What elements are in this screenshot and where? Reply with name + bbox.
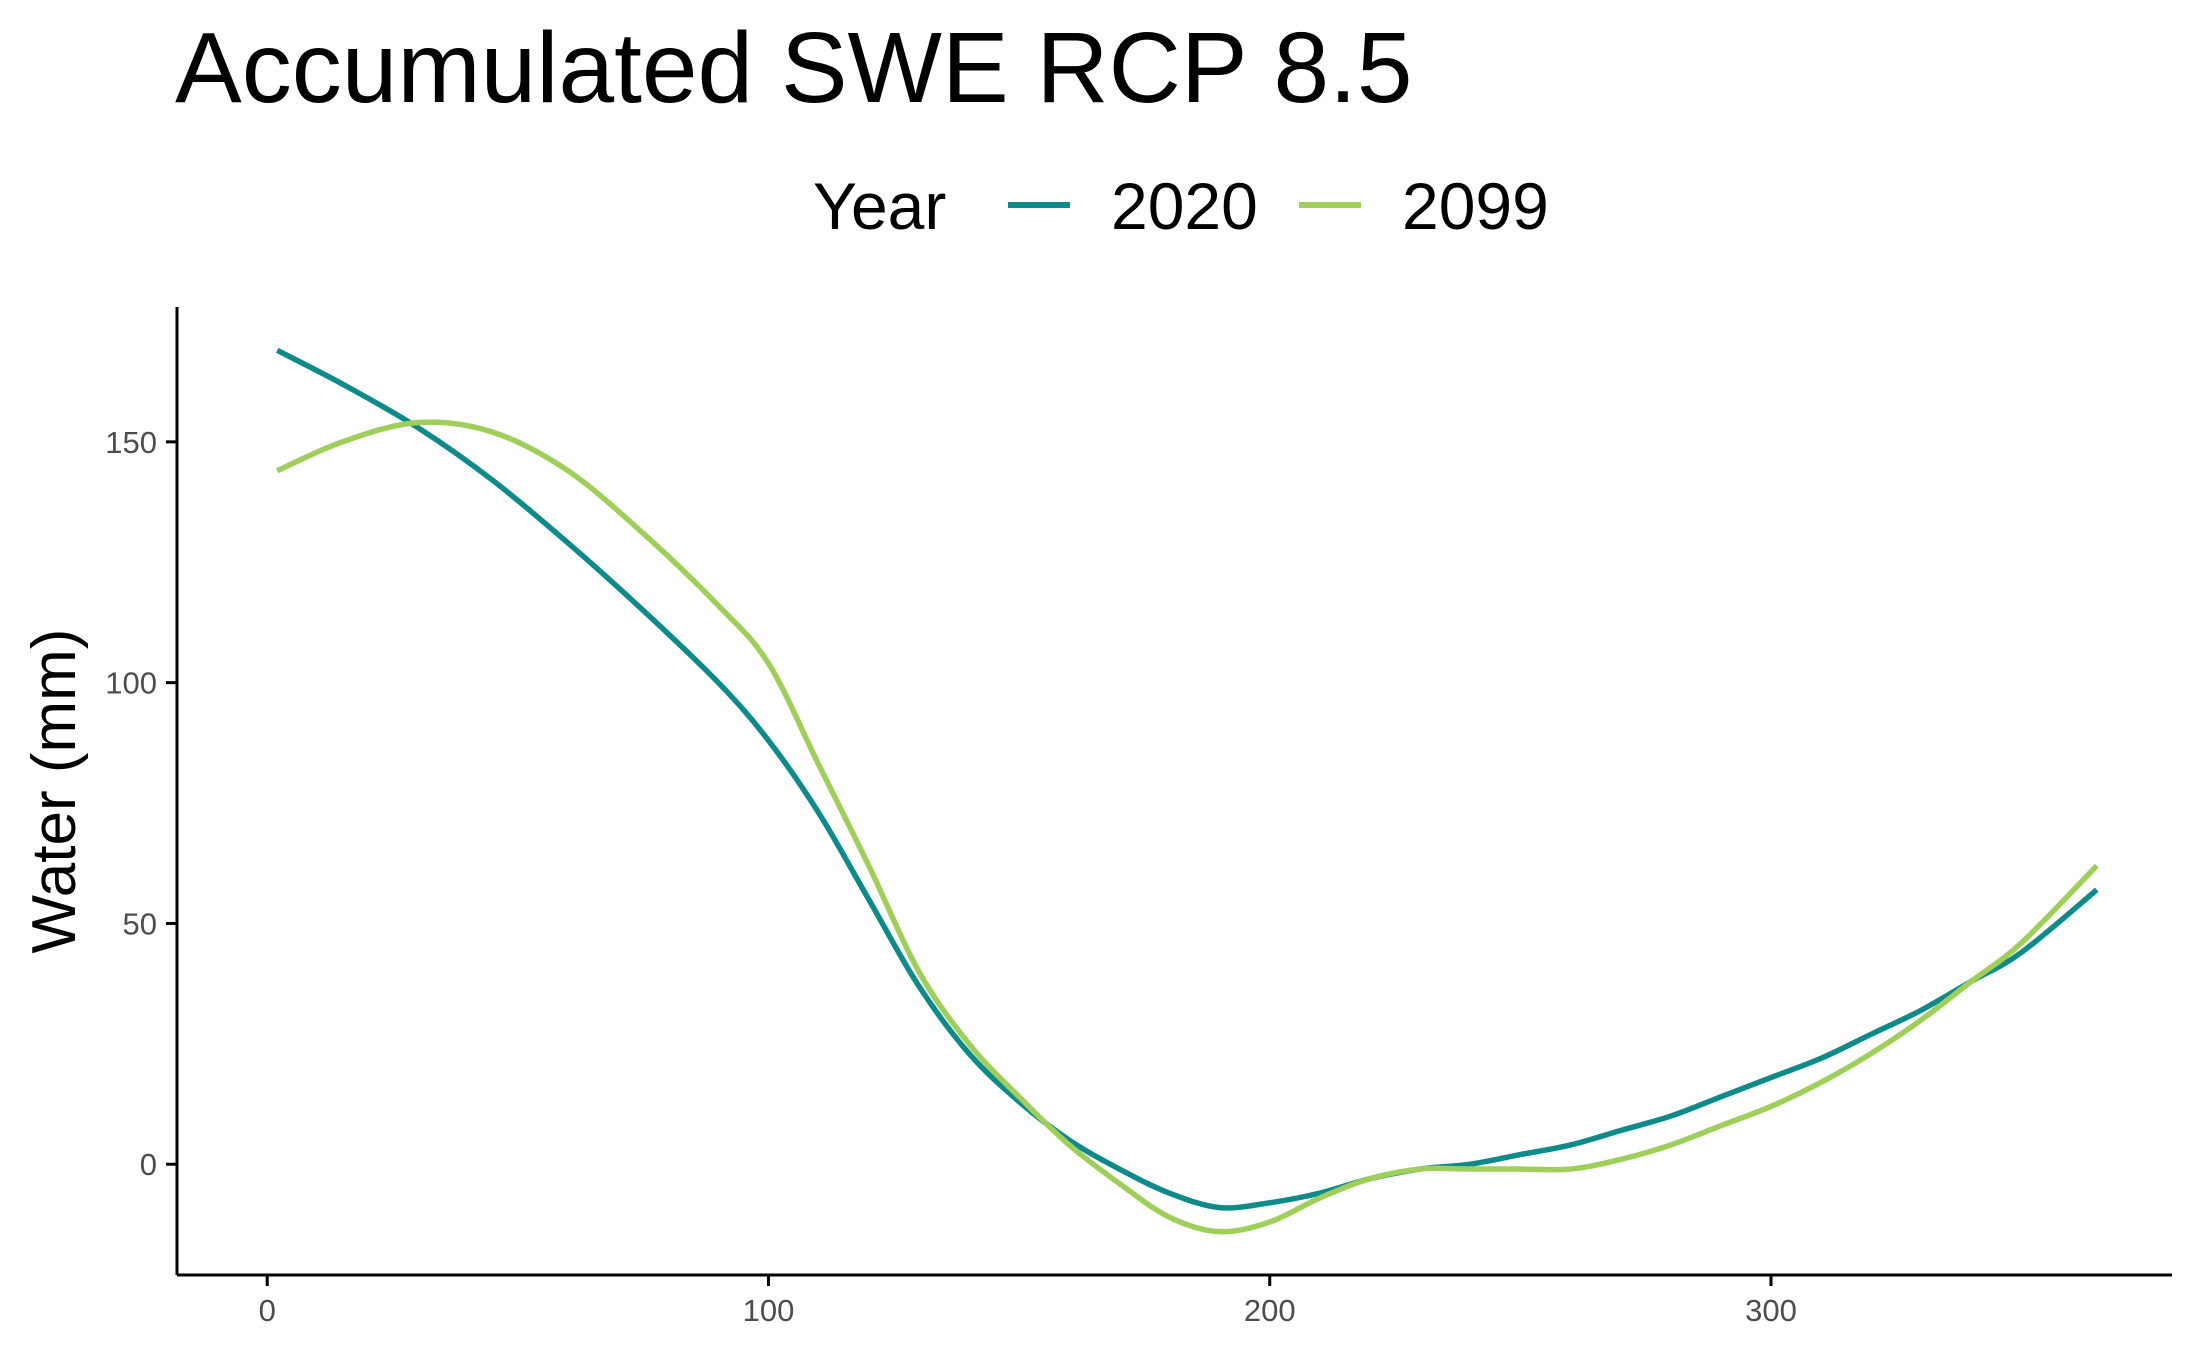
- x-tick-label-200: 200: [1244, 1293, 1296, 1328]
- y-axis-title: Water (mm): [20, 629, 89, 954]
- legend: Year 2020 2099: [813, 169, 1549, 243]
- x-tick-label-100: 100: [743, 1293, 795, 1328]
- legend-label-2099: 2099: [1402, 169, 1549, 243]
- y-tick-label-50: 50: [123, 906, 157, 941]
- legend-label-2020: 2020: [1111, 169, 1258, 243]
- y-tick-label-150: 150: [105, 425, 157, 460]
- legend-title: Year: [813, 169, 946, 243]
- chart-title: Accumulated SWE RCP 8.5: [175, 12, 1413, 124]
- series-line-2099: [276, 419, 2099, 1235]
- x-tick-label-0: 0: [259, 1293, 276, 1328]
- series-line-2020: [275, 347, 2099, 1211]
- series-group: [275, 347, 2099, 1235]
- y-tick-label-100: 100: [105, 666, 157, 701]
- axes: 0 50 100 150 0 100 200 300: [105, 307, 2172, 1328]
- y-tick-label-0: 0: [140, 1147, 157, 1182]
- x-tick-label-300: 300: [1745, 1293, 1797, 1328]
